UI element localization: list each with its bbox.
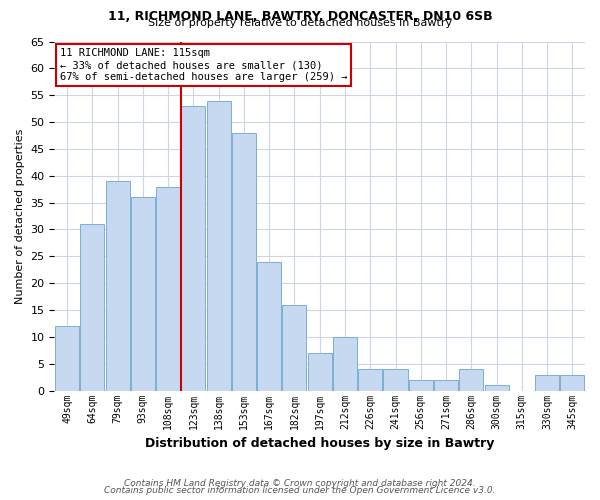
Bar xyxy=(333,337,357,390)
Y-axis label: Number of detached properties: Number of detached properties xyxy=(15,128,25,304)
Bar xyxy=(358,369,382,390)
Text: Contains public sector information licensed under the Open Government Licence v3: Contains public sector information licen… xyxy=(104,486,496,495)
Text: 11, RICHMOND LANE, BAWTRY, DONCASTER, DN10 6SB: 11, RICHMOND LANE, BAWTRY, DONCASTER, DN… xyxy=(107,10,493,23)
Bar xyxy=(257,262,281,390)
Bar xyxy=(232,133,256,390)
X-axis label: Distribution of detached houses by size in Bawtry: Distribution of detached houses by size … xyxy=(145,437,494,450)
Text: 11 RICHMOND LANE: 115sqm
← 33% of detached houses are smaller (130)
67% of semi-: 11 RICHMOND LANE: 115sqm ← 33% of detach… xyxy=(60,48,347,82)
Bar xyxy=(383,369,407,390)
Bar xyxy=(181,106,205,391)
Bar xyxy=(459,369,484,390)
Bar xyxy=(156,186,180,390)
Bar xyxy=(434,380,458,390)
Bar xyxy=(206,100,230,391)
Bar xyxy=(80,224,104,390)
Bar xyxy=(106,181,130,390)
Bar xyxy=(409,380,433,390)
Bar xyxy=(55,326,79,390)
Bar xyxy=(535,374,559,390)
Bar xyxy=(283,304,307,390)
Bar xyxy=(308,353,332,391)
Bar xyxy=(131,198,155,390)
Bar xyxy=(560,374,584,390)
Bar xyxy=(485,386,509,390)
Text: Contains HM Land Registry data © Crown copyright and database right 2024.: Contains HM Land Registry data © Crown c… xyxy=(124,478,476,488)
Text: Size of property relative to detached houses in Bawtry: Size of property relative to detached ho… xyxy=(148,18,452,28)
